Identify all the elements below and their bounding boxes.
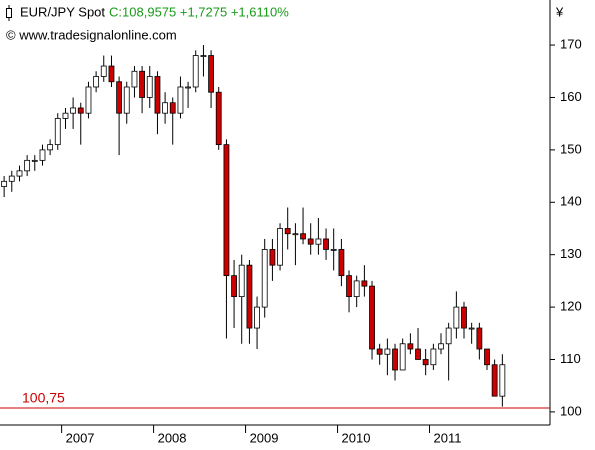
candle-body [284,228,291,235]
candle-body [292,233,299,236]
y-tick-label: 150 [560,141,582,156]
source: © www.tradesignalonline.com [6,27,177,42]
candle-body [491,364,498,397]
candle-body [376,348,383,355]
header-icon [6,5,12,21]
candle-body [169,102,176,114]
y-axis-label: ¥ [555,4,564,19]
candle-body [353,280,360,298]
y-tick-label: 120 [560,299,582,314]
candle-body [54,118,61,146]
candle-body [415,348,421,360]
candle-body [223,144,230,277]
candle-body [231,275,237,298]
candle-body [422,359,429,366]
candle-body [123,86,130,114]
candle-body [269,249,276,266]
y-tick-label: 130 [560,246,582,261]
candle-body [185,86,191,89]
candle-body [162,102,168,114]
candle-body [93,76,100,88]
candle-body [215,91,222,146]
candle-body [430,348,437,366]
candle-body [338,249,345,277]
candle-body [70,107,77,114]
chart-title: EUR/JPY Spot [20,4,105,19]
candle-body [384,348,391,355]
candle-body [468,327,475,330]
candle-body [31,159,38,162]
candle-body [407,343,414,350]
candle-body [16,170,23,177]
candle-body [24,159,31,172]
candle-body [315,238,322,245]
candle-body [47,144,54,151]
x-tick-label: 2008 [158,430,187,445]
candle-body [139,70,145,98]
candle-body [323,238,329,250]
candle-body [499,364,506,397]
candle-body [62,112,69,119]
candle-body [8,175,15,182]
chart-subtitle: C:108,9575 +1,7275 +1,6110% [109,4,289,19]
candle-body [1,180,8,187]
y-tick-label: 140 [560,194,582,209]
candle-body [392,348,398,371]
candle-body [261,249,268,308]
candle-body [330,249,337,251]
candle-body [445,327,452,345]
candle-body [200,55,207,57]
candle-body [461,306,467,329]
candle-body [177,86,184,114]
candle-body [399,343,406,371]
candle-body [307,238,314,245]
candle-body [116,81,123,114]
candle-body [77,107,84,114]
candle-body [277,228,283,266]
candle-body [254,306,260,329]
x-tick-label: 2010 [342,430,371,445]
x-tick-label: 2011 [434,430,462,445]
candle-body [484,348,490,366]
candle-body [453,306,460,329]
candle-body [192,55,199,88]
candle-body [246,264,253,329]
y-tick-label: 170 [560,37,582,52]
candle-body [100,65,107,77]
x-tick-label: 2007 [66,430,95,445]
x-tick-label: 2009 [250,430,279,445]
candle-body [300,233,306,240]
candle-body [238,264,245,298]
candle-body [346,275,352,298]
candle-body [39,149,46,161]
reference-label: 100,75 [22,390,65,406]
candle-body [369,285,375,350]
y-tick-label: 160 [560,89,582,104]
candle-body [476,327,483,350]
candle-body [146,76,153,98]
y-tick-label: 110 [560,351,581,366]
candle-body [108,65,115,83]
y-tick-label: 100 [560,403,582,418]
candle-body [131,70,138,88]
candle-body [438,343,444,350]
candle-body [85,86,92,114]
candle-body [361,280,368,287]
candle-body [154,76,161,114]
candle-body [208,55,214,93]
